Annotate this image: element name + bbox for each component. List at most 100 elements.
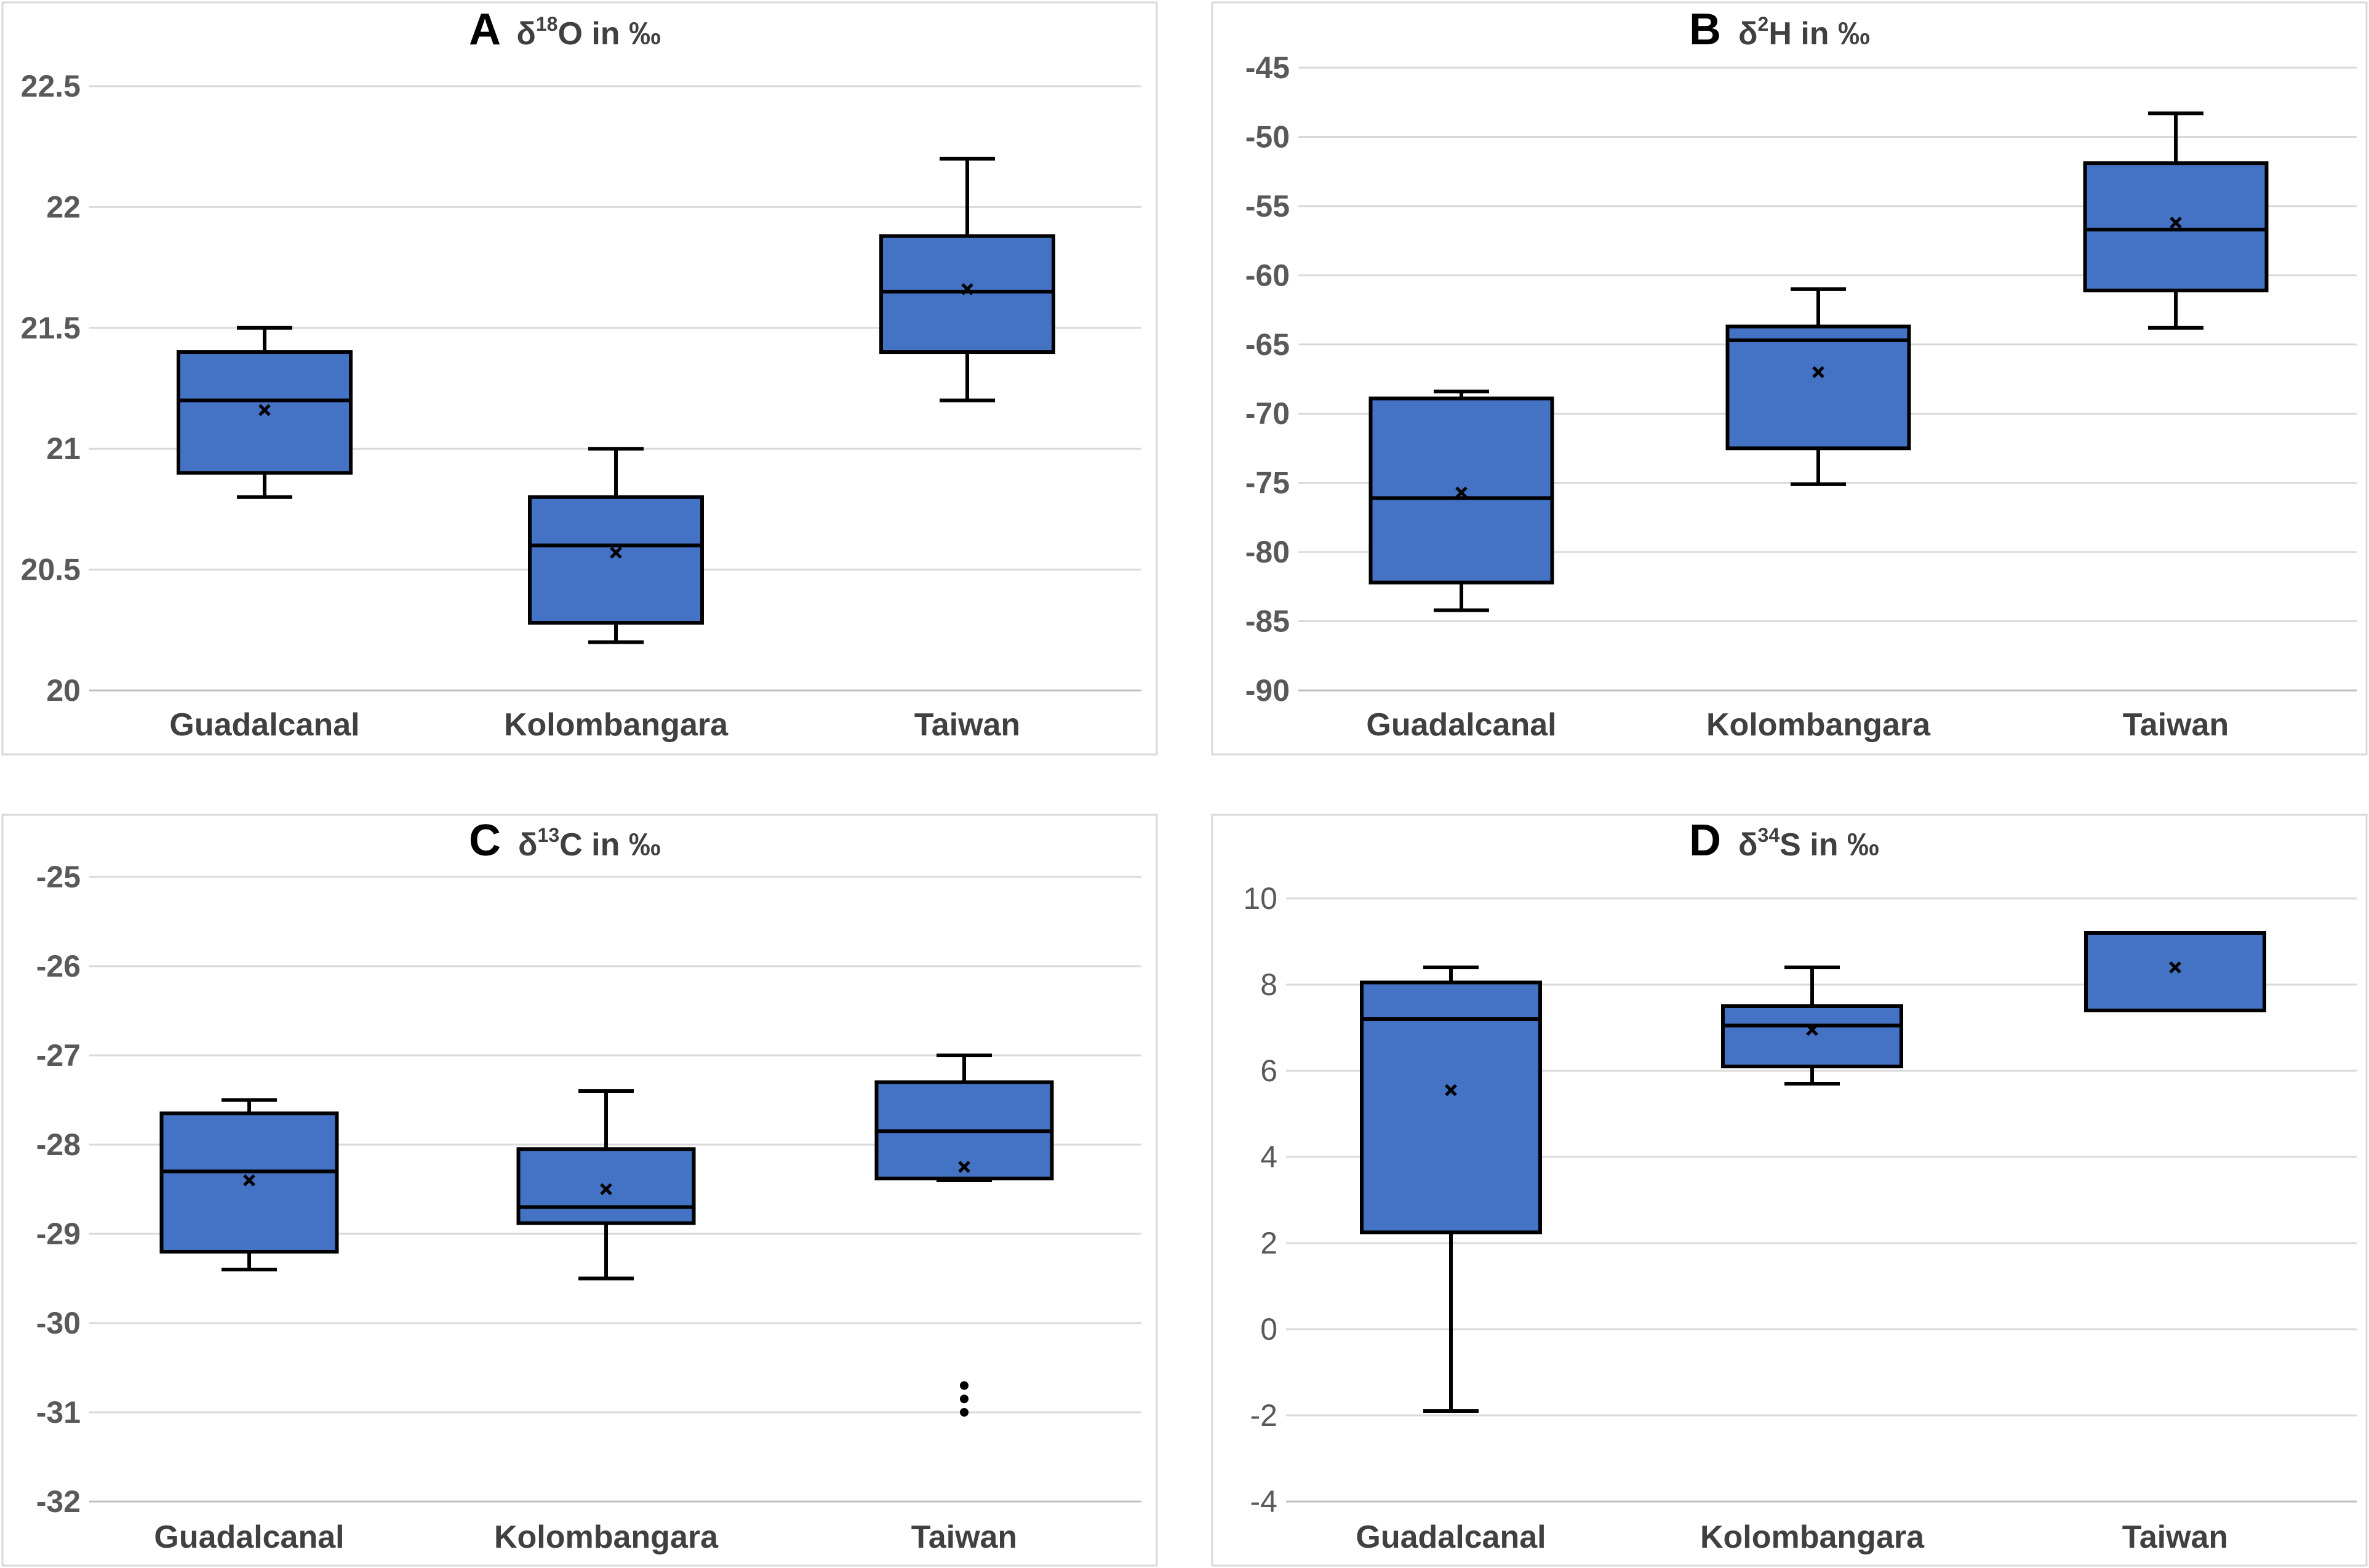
y-tick-label: -85 (1245, 604, 1290, 639)
chart-title: D δ34S in ‰ (1689, 816, 1879, 865)
box-taiwan (874, 1054, 1054, 1417)
chart-title: A δ18O in ‰ (469, 5, 661, 54)
title-suffix: C in ‰ (559, 827, 661, 863)
mean-marker (2169, 961, 2181, 974)
y-tick-label: -45 (1245, 50, 1290, 85)
title-prefix: δ (518, 827, 538, 863)
box-kolombangara (528, 447, 704, 644)
iqr-box (2084, 931, 2266, 1012)
mean-marker (1812, 366, 1824, 378)
box-guadalcanal (177, 326, 353, 499)
panel-letter: B (1689, 5, 1733, 54)
y-tick-label: 2 (1260, 1226, 1277, 1260)
title-superscript: 18 (536, 13, 558, 35)
chart-title: B δ2H in ‰ (1689, 5, 1870, 54)
y-tick-label: 21.5 (21, 311, 81, 345)
y-tick-label: 21 (46, 431, 81, 466)
title-superscript: 13 (538, 824, 560, 846)
y-tick-label: -50 (1245, 119, 1290, 154)
iqr-box (1725, 324, 1911, 450)
panel-letter: C (469, 816, 513, 865)
title-prefix: δ (516, 16, 536, 52)
y-tick-label: -32 (36, 1484, 81, 1519)
mean-marker (961, 283, 973, 295)
box-kolombangara (1721, 966, 1903, 1086)
box-kolombangara (1725, 287, 1911, 486)
y-tick-label: -90 (1245, 673, 1290, 708)
x-category-label: Guadalcanal (1356, 1519, 1546, 1555)
x-category-label: Guadalcanal (169, 707, 359, 743)
outlier-point (960, 1394, 969, 1404)
iqr-box (516, 1147, 696, 1225)
y-tick-label: -65 (1245, 327, 1290, 362)
y-tick-label: -26 (36, 949, 81, 983)
x-category-label: Kolombangara (1700, 1519, 1925, 1555)
box-taiwan (2084, 931, 2266, 1012)
mean-marker (243, 1174, 255, 1186)
y-tick-label: -28 (36, 1127, 81, 1162)
x-category-label: Guadalcanal (1366, 707, 1556, 743)
x-category-label: Guadalcanal (154, 1519, 344, 1555)
iqr-box (528, 495, 704, 625)
x-category-label: Kolombangara (1706, 707, 1931, 743)
mean-marker (610, 546, 622, 559)
panel-b: -90 -85 -80 -75 -70 -65 -60 -55 -50 -45 B δ2H in ‰… (1211, 1, 2368, 756)
box-guadalcanal (159, 1098, 339, 1271)
iqr-box (177, 350, 353, 475)
y-tick-label: 8 (1260, 967, 1277, 1002)
iqr-box (879, 234, 1055, 354)
title-superscript: 34 (1758, 824, 1780, 846)
outlier-point (960, 1408, 969, 1417)
x-category-label: Taiwan (2123, 707, 2229, 743)
y-tick-label: 20 (46, 673, 81, 708)
title-suffix: H in ‰ (1768, 16, 1870, 52)
y-tick-label: -30 (36, 1306, 81, 1340)
box-kolombangara (516, 1089, 696, 1281)
iqr-box (159, 1111, 339, 1254)
mean-marker (258, 404, 271, 417)
y-tick-label: 4 (1260, 1140, 1277, 1174)
y-tick-label: -60 (1245, 258, 1290, 292)
outlier-point (960, 1381, 969, 1390)
mean-marker (600, 1183, 612, 1196)
panel-frame (1, 1, 1158, 756)
panel-d: -4 -2 0 2 4 6 8 10 D δ34S in ‰ Guadalcanal Kolomba… (1211, 814, 2368, 1567)
y-tick-label: -75 (1245, 466, 1290, 500)
x-category-label: Taiwan (2122, 1519, 2228, 1555)
title-prefix: δ (1738, 16, 1758, 52)
y-tick-label: -27 (36, 1038, 81, 1073)
y-tick-label: 6 (1260, 1054, 1277, 1088)
y-tick-label: -70 (1245, 396, 1290, 431)
y-tick-label: 0 (1260, 1312, 1277, 1346)
mean-marker (1445, 1084, 1457, 1097)
y-tick-label: -31 (36, 1395, 81, 1430)
mean-marker (1806, 1023, 1818, 1036)
y-tick-label: -55 (1245, 189, 1290, 223)
y-tick-label: -80 (1245, 535, 1290, 569)
chart-title: C δ13C in ‰ (469, 816, 661, 865)
y-tick-label: 22 (46, 190, 81, 224)
box-guadalcanal (1360, 966, 1542, 1413)
iqr-box (2083, 161, 2269, 293)
iqr-box (1721, 1004, 1903, 1068)
panel-letter: D (1689, 816, 1733, 865)
title-superscript: 2 (1758, 13, 1769, 35)
title-suffix: O in ‰ (557, 16, 661, 52)
x-category-label: Kolombangara (504, 707, 729, 743)
y-tick-label: -4 (1250, 1484, 1277, 1519)
y-tick-label: 22.5 (21, 69, 81, 103)
y-tick-label: 10 (1243, 881, 1277, 916)
mean-marker (2170, 217, 2182, 229)
title-prefix: δ (1738, 827, 1758, 863)
y-tick-label: 20.5 (21, 553, 81, 587)
y-tick-label: -2 (1250, 1398, 1277, 1433)
y-tick-label: -25 (36, 860, 81, 894)
x-category-label: Taiwan (914, 707, 1020, 743)
panel-a: 20 20.5 21 21.5 22 22.5 A δ18O in ‰ Guadalcanal… (1, 1, 1158, 756)
x-category-label: Taiwan (911, 1519, 1017, 1555)
x-category-label: Kolombangara (494, 1519, 719, 1555)
iqr-box (1360, 980, 1542, 1234)
mean-marker (958, 1161, 970, 1174)
panel-c: -32 -31 -30 -29 -28 -27 -26 -25 C δ13C in ‰ Guada… (1, 814, 1158, 1567)
